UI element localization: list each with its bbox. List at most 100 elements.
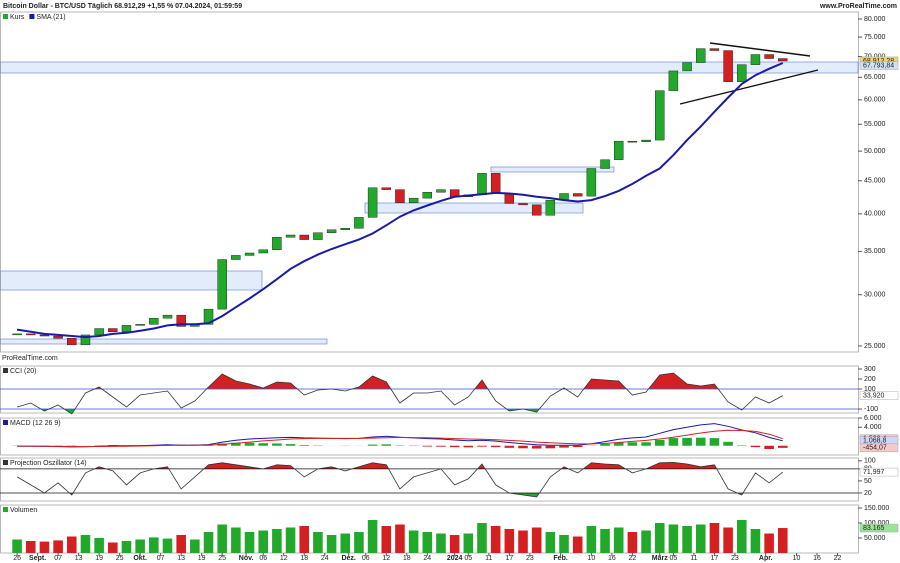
candle [108,328,118,332]
legend-swatch [3,507,8,512]
x-tick-label: Apr. [759,555,773,562]
candle [285,234,296,238]
x-tick-label: Feb. [553,555,567,562]
candle [340,228,350,230]
y-tick-label: 75.000 [864,34,886,41]
x-tick-label: 24 [423,555,431,562]
histogram-bar [682,437,692,446]
candle [162,314,173,319]
y-tick-label: 6.000 [864,415,882,422]
volume-bar [80,535,91,553]
histogram-bar [258,443,268,446]
histogram-bar [600,443,610,446]
band-area [17,462,783,469]
candle [641,139,651,142]
volume-bar [504,529,515,553]
volume-bar [477,523,487,553]
last-value-label: 71,997 [863,469,885,476]
last-value-label: 33,920 [863,392,885,399]
volume-bar [641,530,651,553]
volume-bar [778,528,788,553]
histogram-bar [723,441,733,446]
zone [0,338,328,345]
candle [408,197,419,204]
candle [586,168,597,197]
volume-bar [203,532,214,553]
watermark: ProRealTime.com [2,355,58,362]
histogram-bar [654,439,665,446]
candle [422,192,433,199]
y-tick-label: 50.000 [864,535,886,542]
y-tick-label: -100 [864,406,878,413]
volume-bar [408,530,419,553]
volume-bar [463,533,474,553]
x-tick-label: Okt. [133,555,147,562]
histogram-bar [518,445,528,449]
volume-bar [39,541,50,553]
candle [477,173,487,196]
x-tick-label: 13 [177,555,185,562]
histogram-bar [627,442,638,446]
candle [354,217,364,229]
x-tick-label: 16 [813,555,821,562]
x-tick-label: 23 [526,555,534,562]
histogram-bar [559,445,569,448]
candle [231,255,241,260]
volume-bar [709,523,720,553]
panel-frame [0,417,859,456]
histogram-bar [422,445,433,447]
histogram-bar [750,445,761,448]
y-tick-label: 25.000 [864,343,886,350]
x-tick-label: 22 [628,555,636,562]
volume-bar [545,532,556,553]
volume-bar [395,524,405,553]
volume-bar [340,533,351,553]
volume-bar [121,541,132,553]
candle [696,48,706,63]
candle [121,325,132,332]
candle [395,189,405,204]
last-value-box [859,391,899,400]
candle [39,334,50,337]
x-tick-label: 2024 [447,555,463,562]
volume-bar [750,529,761,553]
volume-bar [627,532,638,553]
panel-frame [0,457,859,502]
volume-bar [66,536,77,553]
y-tick-label: 300 [864,366,876,373]
x-tick-label: 18 [403,555,411,562]
legend-label: CCI (20) [10,368,36,375]
y-tick-label: 55.000 [864,121,886,128]
volume-bar [572,536,583,553]
histogram-bar [490,445,501,448]
volume-bar [176,535,186,553]
x-tick-label: 11 [690,555,697,562]
volume-bar [367,520,378,553]
zone [0,270,263,291]
volume-bar [285,527,296,553]
legend-label: Kurs [10,14,25,21]
x-tick-label: 25 [116,555,124,562]
candle [600,159,610,169]
candle [627,140,638,143]
candle [518,203,528,206]
zone [490,166,615,173]
histogram-bar [244,442,255,446]
candle [53,335,63,339]
candle [531,204,542,216]
volume-bar [217,524,227,553]
histogram-bar [463,445,474,448]
volume-bar [531,527,542,553]
histogram-bar [272,443,282,446]
x-tick-label: 06 [362,555,370,562]
candle [135,324,145,326]
y-tick-label: 150.000 [864,505,889,512]
legend-swatch [3,14,8,19]
candle [367,187,378,218]
volume-bar [381,526,392,553]
x-tick-label: 26 [13,555,21,562]
candle [764,54,774,59]
histogram-bar [381,444,392,446]
y-tick-label: 30.000 [864,292,886,299]
